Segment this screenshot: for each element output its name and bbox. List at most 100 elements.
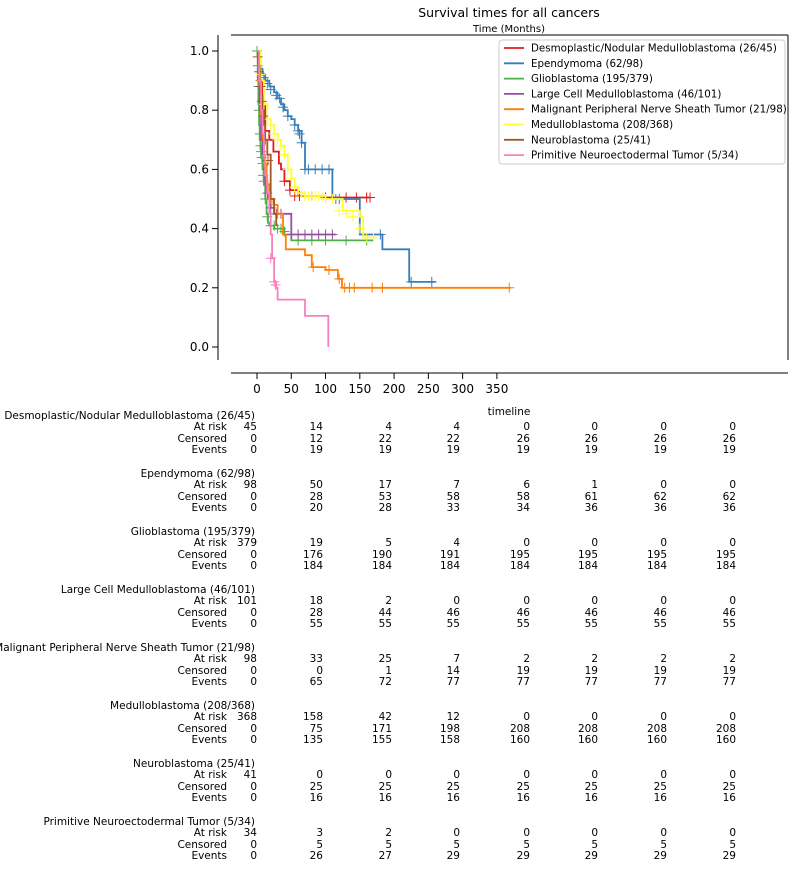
risk-cell: 26 [653,432,667,445]
risk-row-label: Censored [177,722,227,735]
risk-cell: 0 [250,490,257,503]
censor-mark [265,120,276,130]
risk-cell: 25 [378,653,392,665]
risk-row-censored: Censored 0 75 171 198 208 208 208 208 [0,723,794,735]
risk-cell: 0 [660,769,667,781]
risk-cell: 19 [309,537,323,549]
risk-cell: 26 [584,432,598,445]
legend: Desmoplastic/Nodular Medulloblastoma (26… [498,39,787,165]
y-tick-label: 0.6 [190,162,209,176]
risk-cell: 28 [309,606,323,619]
risk-row-label: At risk [193,827,227,839]
censor-mark [323,164,334,175]
censor-mark [365,192,376,203]
risk-cell: 22 [446,432,460,445]
censor-mark [275,140,286,151]
risk-cell: 160 [509,734,530,747]
censor-mark [377,282,388,293]
risk-cell: 0 [729,711,736,723]
risk-cell: 184 [715,560,736,573]
risk-cell: 25 [446,780,460,793]
x-tick-label: 100 [314,382,337,396]
risk-cell: 184 [371,560,392,573]
risk-cell: 55 [516,618,530,631]
censor-mark [289,120,300,130]
risk-cell: 3 [316,827,323,839]
risk-row-label: Censored [177,664,227,677]
risk-group-name: Primitive Neuroectodermal Tumor (5/34) [43,816,255,828]
risk-cell: 62 [653,490,667,503]
y-tick-label: 0.0 [190,340,209,354]
censor-mark [279,149,290,160]
legend-entry: Primitive Neuroectodermal Tumor (5/34) [531,150,738,162]
risk-cell: 25 [722,780,736,793]
censor-mark [368,232,379,243]
risk-cell: 27 [378,850,392,863]
risk-cell: 18 [309,595,323,607]
risk-cell: 19 [378,444,392,457]
risk-cell: 0 [250,606,257,619]
risk-cell: 160 [715,734,736,747]
risk-cell: 29 [722,850,736,863]
risk-row-label: Censored [177,780,227,793]
risk-cell: 0 [250,502,257,515]
risk-cell: 46 [446,606,460,619]
chart-subtitle: Time (Months) [472,24,545,35]
risk-cell: 19 [653,664,667,677]
risk-cell: 0 [523,421,530,433]
risk-cell: 5 [729,838,736,851]
risk-cell: 77 [584,676,598,689]
risk-cell: 208 [577,722,598,735]
risk-cell: 0 [591,769,598,781]
risk-cell: 77 [516,676,530,689]
risk-cell: 208 [509,722,530,735]
censor-mark [354,223,365,234]
risk-row-at-risk: At risk 98 50 17 7 6 1 0 0 [0,479,794,491]
censor-mark [289,182,300,193]
risk-cell: 0 [385,769,392,781]
risk-cell: 0 [250,850,257,863]
censor-mark [265,253,276,264]
risk-cell: 98 [243,479,257,491]
risk-row-label: Censored [177,548,227,561]
risk-row-at-risk: At risk 34 3 2 0 0 0 0 0 [0,827,794,839]
risk-cell: 0 [729,595,736,607]
risk-cell: 19 [653,444,667,457]
risk-cell: 46 [584,606,598,619]
censor-mark [294,128,305,139]
risk-row-censored: Censored 0 5 5 5 5 5 5 5 [0,839,794,851]
risk-cell: 158 [439,734,460,747]
risk-group: Glioblastoma (195/379) At risk 379 19 5 4 0 0 0 0… [0,521,794,579]
risk-row-label: Censored [177,606,227,619]
censor-mark [279,176,290,187]
risk-cell: 368 [236,711,257,723]
risk-cell: 5 [385,537,392,549]
risk-row-label: At risk [193,711,227,723]
risk-cell: 191 [439,548,460,561]
series-line-7 [257,50,330,347]
risk-cell: 0 [250,676,257,689]
risk-cell: 0 [660,421,667,433]
risk-row-label: Censored [177,432,227,445]
risk-cell: 26 [309,850,323,863]
risk-cell: 14 [446,664,460,677]
y-tick-label: 0.8 [190,103,209,117]
risk-cell: 195 [715,548,736,561]
risk-cell: 16 [446,792,460,805]
risk-cell: 6 [523,479,530,491]
risk-cell: 0 [660,827,667,839]
x-tick-label: 200 [383,382,406,396]
risk-row-label: Events [191,734,227,747]
risk-cell: 55 [722,618,736,631]
risk-cell: 0 [591,827,598,839]
risk-cell: 58 [516,490,530,503]
risk-cell: 0 [250,560,257,573]
risk-cell: 195 [577,548,598,561]
risk-cell: 5 [385,838,392,851]
risk-cell: 53 [378,490,392,503]
risk-cell: 0 [660,595,667,607]
risk-cell: 19 [584,444,598,457]
risk-cell: 28 [309,490,323,503]
censor-mark [278,102,289,113]
risk-row-label: At risk [193,653,227,665]
